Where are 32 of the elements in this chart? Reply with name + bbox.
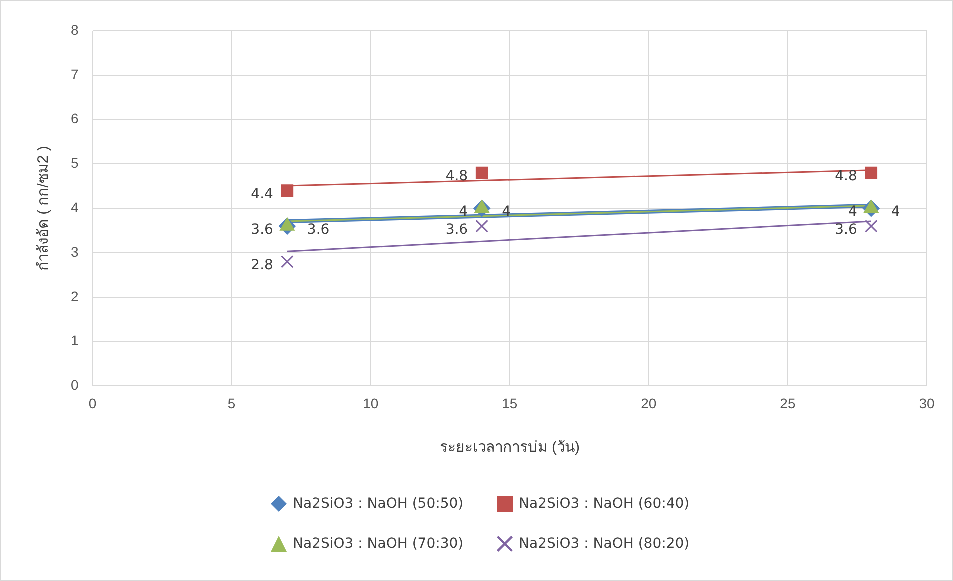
x-tick-label: 20 xyxy=(641,395,657,412)
x-axis-title: ระยะเวลาการบ่ม (วัน) xyxy=(440,439,580,456)
data-label: 4.4 xyxy=(251,186,274,202)
y-tick-label: 8 xyxy=(70,22,79,38)
data-label: 4 xyxy=(848,204,858,220)
y-tick-label: 3 xyxy=(70,244,79,260)
data-label: 4 xyxy=(891,204,900,220)
x-tick-label: 25 xyxy=(780,395,796,412)
legend-label: Na2SiO3 : NaOH (80:20) xyxy=(519,536,690,552)
legend-label: Na2SiO3 : NaOH (60:40) xyxy=(519,496,690,512)
data-label: 4.8 xyxy=(446,168,468,185)
data-label: 2.8 xyxy=(251,258,274,274)
y-tick-label: 1 xyxy=(70,332,79,349)
x-tick-label: 0 xyxy=(88,395,97,412)
x-tick-label: 15 xyxy=(502,395,518,412)
data-label: 4.8 xyxy=(835,168,858,185)
y-tick-label: 6 xyxy=(70,110,79,127)
x-tick-label: 5 xyxy=(228,395,236,412)
y-tick-label: 7 xyxy=(70,66,79,82)
y-tick-label: 5 xyxy=(70,155,79,172)
data-label: 3.6 xyxy=(251,222,274,238)
data-label: 3.6 xyxy=(446,222,468,238)
y-tick-label: 0 xyxy=(70,377,79,394)
legend-label: Na2SiO3 : NaOH (50:50) xyxy=(293,496,464,512)
x-tick-label: 10 xyxy=(363,395,379,412)
legend-label: Na2SiO3 : NaOH (70:30) xyxy=(293,536,464,552)
data-label: 3.6 xyxy=(835,222,858,238)
data-label: 3.6 xyxy=(307,222,330,238)
x-tick-label: 30 xyxy=(919,395,935,412)
y-tick-label: 4 xyxy=(70,199,79,216)
y-axis-title: กำลังอัด ( กก/ซม2 ) xyxy=(35,146,52,272)
y-tick-label: 2 xyxy=(70,288,79,304)
